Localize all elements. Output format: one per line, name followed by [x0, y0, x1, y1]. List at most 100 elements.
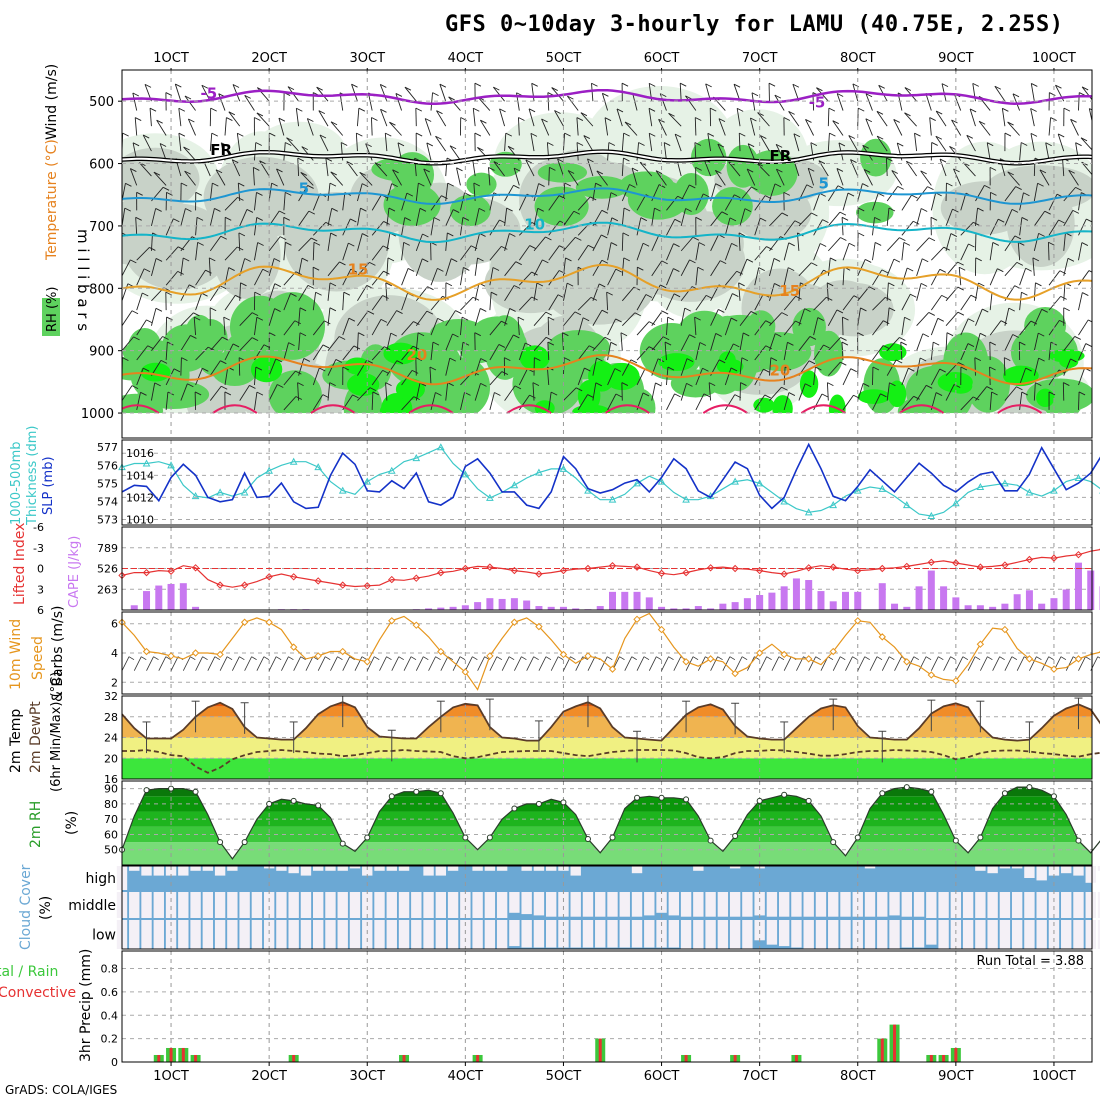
wind-barb: [920, 170, 932, 186]
wind-barb: [504, 308, 511, 326]
top-date-label: 7OCT: [742, 51, 778, 66]
wind-barb: [783, 342, 788, 361]
wind-barb: [636, 243, 644, 261]
wind-barb-flag: [417, 332, 425, 337]
wind-barb: [783, 392, 790, 411]
surface-wind-barb-flag: [165, 656, 171, 661]
cloud-clear-high: [398, 866, 410, 871]
wind-barb-flag: [369, 261, 376, 266]
wind-barb-flag: [1008, 307, 1015, 312]
wind-barb-flag: [525, 159, 533, 164]
lifted-index-marker: [142, 568, 151, 577]
cape-bar: [461, 605, 469, 610]
lifted-index-marker: [829, 563, 837, 571]
wind-barb-flag: [499, 219, 506, 224]
wind-barb: [518, 296, 532, 311]
wind-barb: [312, 292, 317, 311]
wind-barb: [680, 383, 687, 401]
wind-barb: [244, 95, 255, 111]
cloud-clear-low: [1011, 920, 1023, 949]
pressure-label: 900: [89, 345, 114, 360]
wind-barb: [239, 209, 248, 227]
wind-barb: [754, 217, 761, 236]
wind-barb: [1057, 133, 1065, 152]
cloud-clear-low: [729, 920, 741, 949]
wind-barb: [666, 393, 675, 411]
wind-barb: [596, 170, 608, 186]
wind-barb-flag: [836, 309, 844, 314]
wind-barb-flag: [424, 118, 432, 122]
cape-panel-frame: [121, 526, 1093, 611]
wind-barb-flag: [1000, 320, 1008, 325]
wind-barb: [945, 208, 953, 227]
wind-barb: [1048, 296, 1062, 311]
wind-barb-flag: [601, 234, 608, 239]
wind-barb: [367, 92, 373, 111]
temp-isoline-25: [800, 404, 846, 414]
wind-barb-flag: [385, 132, 392, 137]
wind-barb-flag: [654, 207, 661, 212]
wind-barb-flag: [738, 232, 746, 237]
cape-axis-label: CAPE (J/kg): [67, 536, 82, 608]
wind-speed-marker: [854, 617, 862, 625]
wind-axis-label3: & Barbs (m/s): [50, 605, 66, 702]
wind-barb-flag: [575, 387, 583, 392]
wind-barb-flag: [240, 282, 247, 287]
wind-barb-flag: [228, 111, 236, 116]
thickness-marker: [1050, 486, 1058, 494]
wind-barb: [710, 260, 721, 277]
cloud-clear-high: [214, 866, 226, 876]
wind-barb-flag: [750, 311, 758, 315]
wind-barb-flag: [335, 359, 343, 363]
wind-barb-flag: [840, 337, 847, 341]
surface-wind-barb-flag: [889, 656, 895, 661]
wind-barb-flag: [236, 246, 244, 251]
wind-barb: [298, 237, 312, 252]
wind-barb-flag: [763, 368, 770, 373]
wind-barb-flag: [927, 186, 934, 191]
wind-barb-flag: [190, 335, 197, 339]
wind-barb: [827, 337, 841, 351]
wind-barb: [183, 146, 196, 161]
wind-barb: [621, 133, 625, 152]
cloud-clear-middle: [607, 892, 618, 917]
wind-barb-flag: [155, 208, 162, 212]
cloud-clear-middle: [754, 892, 765, 916]
temp-isoline-25: [310, 404, 356, 414]
wind-barb: [150, 258, 157, 276]
wind-barb-flag: [883, 320, 890, 325]
wind-barb: [783, 220, 796, 236]
wind-barb-flag: [244, 258, 251, 262]
wind-barb-flag: [551, 87, 558, 91]
wind-barb-flag: [412, 345, 420, 350]
wind-barb-flag: [740, 382, 747, 386]
cloud-clear-middle: [1097, 892, 1100, 918]
wind-barb-flag: [255, 142, 262, 146]
wind-barb-flag: [616, 108, 624, 113]
wind-barb-flag: [685, 208, 692, 212]
wind-barb-flag: [255, 366, 263, 371]
surface-wind-barb-flag: [1048, 656, 1054, 661]
cape-bar: [707, 608, 715, 610]
wind-barb-flag: [758, 267, 765, 272]
wind-barb: [426, 142, 432, 161]
wind-barb-flag: [201, 84, 209, 89]
wind-barb-flag: [920, 208, 928, 212]
lifted-index-marker: [1001, 561, 1009, 569]
wind-barb-flag: [256, 192, 263, 196]
wind-barb: [193, 317, 197, 336]
cloud-clear-low: [386, 920, 397, 949]
wind-barb: [472, 108, 476, 127]
wind-barb: [648, 133, 653, 152]
cloud-clear-middle: [1085, 892, 1096, 918]
cloud-clear-low: [582, 920, 594, 948]
wind-barb: [1004, 386, 1017, 401]
wind-barb: [901, 317, 905, 336]
wind-speed-marker: [657, 625, 666, 634]
wind-barb-flag: [746, 258, 754, 263]
cloud-clear-high: [423, 866, 434, 876]
wind-barb-flag: [910, 293, 917, 298]
surface-wind-barb: [293, 656, 302, 671]
wind-barb: [493, 86, 505, 102]
wind-barb: [518, 394, 530, 411]
